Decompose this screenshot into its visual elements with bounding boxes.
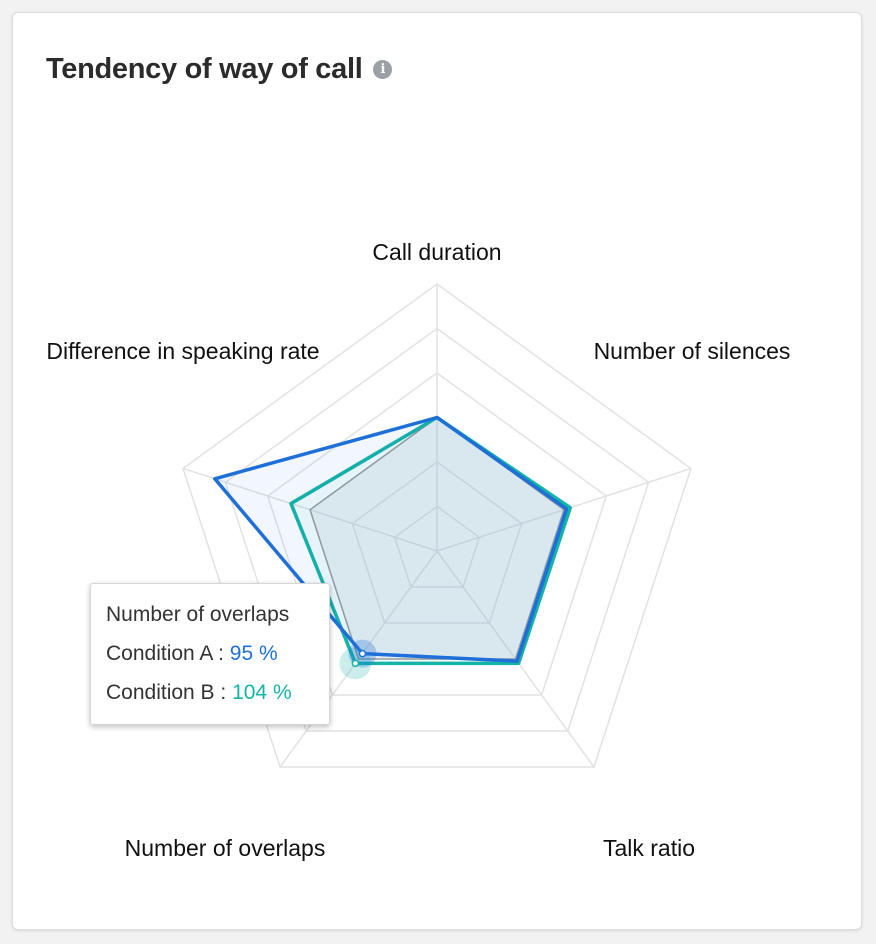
tooltip-a-label: Condition A : — [106, 642, 230, 665]
chart-tooltip: Number of overlaps Condition A : 95 % Co… — [90, 583, 330, 725]
radar-grid — [182, 283, 692, 768]
axis-label-5: Difference in speaking rate — [46, 338, 319, 364]
hover-point-a[interactable] — [358, 649, 367, 658]
grid-ring-6 — [182, 283, 692, 768]
axis-label-1: Call duration — [372, 239, 501, 265]
series-condition-b — [289, 415, 573, 666]
grid-ring-4 — [266, 372, 608, 696]
grid-ring-5 — [224, 327, 650, 732]
tooltip-title: Number of overlaps — [106, 603, 290, 626]
tooltip-b-label: Condition B : — [106, 681, 233, 704]
axis-label-2: Number of silences — [594, 338, 791, 364]
axis-label-4: Number of overlaps — [125, 835, 326, 861]
axis-label-3: Talk ratio — [603, 835, 695, 861]
tooltip-b-value: 104 % — [232, 681, 292, 704]
tooltip-row-a: Condition A : 95 % — [106, 639, 329, 678]
series-reference — [309, 416, 565, 660]
radar-hover-markers — [339, 639, 377, 680]
card-header: Tendency of way of call i — [46, 53, 393, 86]
grid-ring-1 — [393, 505, 481, 588]
radar-axis-labels: Call duration Number of silences Talk rati… — [46, 239, 790, 861]
info-icon[interactable]: i — [373, 60, 393, 79]
grid-ring-2 — [351, 461, 523, 624]
radar-series — [213, 415, 573, 666]
tooltip-row-b: Condition B : 104 % — [106, 678, 329, 717]
hover-point-b[interactable] — [351, 659, 360, 668]
series-condition-a — [213, 415, 569, 663]
card-title: Tendency of way of call — [46, 53, 363, 85]
tooltip-a-value: 95 % — [229, 642, 278, 665]
